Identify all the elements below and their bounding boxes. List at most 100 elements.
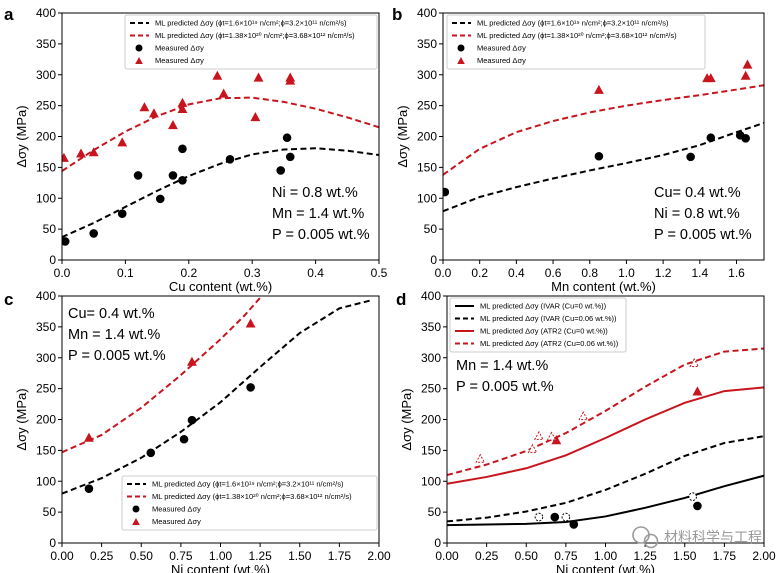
y-tick-label: 150	[421, 443, 441, 457]
y-tick-label: 50	[43, 222, 57, 236]
x-tick-label: 1.50	[288, 549, 312, 563]
series-0	[447, 474, 764, 527]
panel-letter: b	[392, 5, 402, 24]
x-tick-label: 0.4	[307, 266, 324, 280]
data-point-triangle	[62, 152, 69, 162]
data-point-circle	[168, 171, 178, 180]
data-point-triangle	[692, 386, 703, 396]
composition-annotation: Cu= 0.4 wt.%	[654, 185, 741, 201]
data-point-circle	[276, 166, 286, 175]
series-2	[447, 386, 764, 485]
x-tick-label: 0.4	[508, 266, 525, 280]
panel-d: d 0 50 100 150 200 250 300 350 400 0.00 0.25 0.50 0.7…	[396, 289, 776, 573]
y-tick-label: 250	[36, 99, 56, 113]
data-point-triangle	[689, 357, 700, 368]
x-tick-label: 2.00	[367, 549, 391, 563]
series-0	[62, 147, 379, 239]
data-point-circle	[187, 415, 197, 425]
panel-letter: d	[396, 290, 406, 309]
data-point-circle	[550, 512, 560, 522]
data-point-triangle	[578, 411, 589, 421]
legend-circle-swatch	[132, 505, 140, 513]
legend-triangle-swatch	[132, 518, 140, 525]
legend-entry-label: ML predicted Δσy (ϕt=1.6×10¹⁹ n/cm²;ϕ=3.…	[155, 19, 347, 28]
series-line	[62, 299, 372, 495]
data-point-circle	[146, 448, 156, 458]
composition-annotation: Mn = 1.4 wt.%	[68, 327, 160, 343]
y-tick-label: 50	[428, 505, 442, 519]
data-point-circle	[179, 434, 189, 444]
legend-entry-label: Measured Δσy	[155, 56, 204, 65]
axes-frame	[442, 12, 765, 261]
y-tick-label: 150	[36, 160, 56, 174]
data-point-triangle	[253, 72, 264, 82]
data-point-triangle	[534, 430, 544, 440]
composition-annotation: Ni = 0.8 wt.%	[654, 206, 740, 222]
x-tick-label: 1.4	[691, 266, 708, 280]
y-tick-label: 0	[434, 536, 441, 550]
data-point-triangle	[285, 75, 296, 85]
x-tick-label: 0.6	[545, 266, 562, 280]
series-line	[443, 121, 764, 213]
data-point-triangle	[742, 59, 753, 69]
y-tick-label: 0	[430, 253, 437, 267]
series-3	[62, 70, 296, 162]
legend: ML predicted Δσy (IVAR (Cu=0 wt.%)) ML pr…	[449, 297, 627, 353]
series-0	[62, 299, 372, 495]
legend-triangle-swatch	[457, 57, 465, 64]
y-tick-label: 350	[417, 37, 437, 51]
legend-entry-label: ML predicted Δσy (IVAR (Cu=0.06 wt.%))	[480, 314, 617, 323]
plot-area	[443, 59, 764, 213]
x-tick-label: 1.25	[633, 549, 657, 563]
y-tick-label: 300	[417, 68, 437, 82]
composition-annotation: Mn = 1.4 wt.%	[272, 206, 364, 222]
legend-entry-label: Measured Δσy	[152, 505, 201, 514]
panel-letter: c	[4, 290, 13, 309]
y-tick-label: 300	[421, 351, 441, 365]
series-line	[447, 474, 764, 527]
legend-entry-label: Measured Δσy	[477, 56, 526, 65]
x-tick-label: 0.50	[515, 549, 539, 563]
series-1	[62, 96, 379, 172]
legend-entry-label: ML predicted Δσy (ϕt=1.38×10²⁰ n/cm²;ϕ=3…	[477, 31, 677, 40]
data-point-triangle	[212, 70, 223, 80]
series-line	[62, 296, 263, 454]
x-tick-label: 2.00	[752, 549, 776, 563]
y-tick-label: 50	[424, 222, 438, 236]
data-point-circle	[741, 134, 750, 143]
data-point-circle	[133, 171, 143, 180]
data-point-circle	[84, 484, 94, 493]
data-point-circle	[155, 194, 165, 204]
data-point-triangle	[250, 112, 261, 122]
series-line	[443, 84, 764, 176]
data-point-triangle	[245, 318, 256, 328]
y-tick-label: 100	[36, 191, 56, 205]
series-1	[62, 296, 263, 454]
data-point-triangle	[76, 148, 86, 158]
x-tick-label: 1.00	[594, 549, 618, 563]
data-point-triangle	[527, 443, 538, 453]
legend: ML predicted Δσy (ϕt=1.6×10¹⁹ n/cm²;ϕ=3.…	[121, 475, 378, 531]
y-tick-label: 250	[417, 99, 437, 113]
legend-entry-label: ML predicted Δσy (ATR2 (Cu=0.06 wt.%))	[480, 339, 619, 348]
y-axis-label: Δσy (MPa)	[395, 105, 410, 167]
x-axis-label: Cu content (wt.%)	[169, 279, 272, 294]
legend-entry-label: ML predicted Δσy (ATR2 (Cu=0 wt.%))	[480, 327, 608, 336]
plot-area	[62, 70, 379, 246]
x-tick-label: 1.6	[728, 266, 745, 280]
plot-area	[62, 296, 372, 495]
data-point-triangle	[593, 84, 604, 94]
series-line	[447, 386, 764, 485]
y-tick-label: 200	[36, 130, 56, 144]
data-point-circle	[569, 520, 579, 529]
x-tick-label: 0.75	[169, 549, 193, 563]
x-tick-label: 0.0	[435, 266, 452, 280]
data-point-circle	[246, 383, 255, 392]
legend-entry-label: Measured Δσy	[152, 517, 201, 526]
y-tick-label: 400	[36, 6, 56, 20]
watermark-text: 材料科学与工程	[664, 530, 762, 546]
data-point-circle	[62, 237, 70, 246]
y-tick-label: 150	[36, 443, 56, 457]
series-1	[447, 435, 764, 523]
